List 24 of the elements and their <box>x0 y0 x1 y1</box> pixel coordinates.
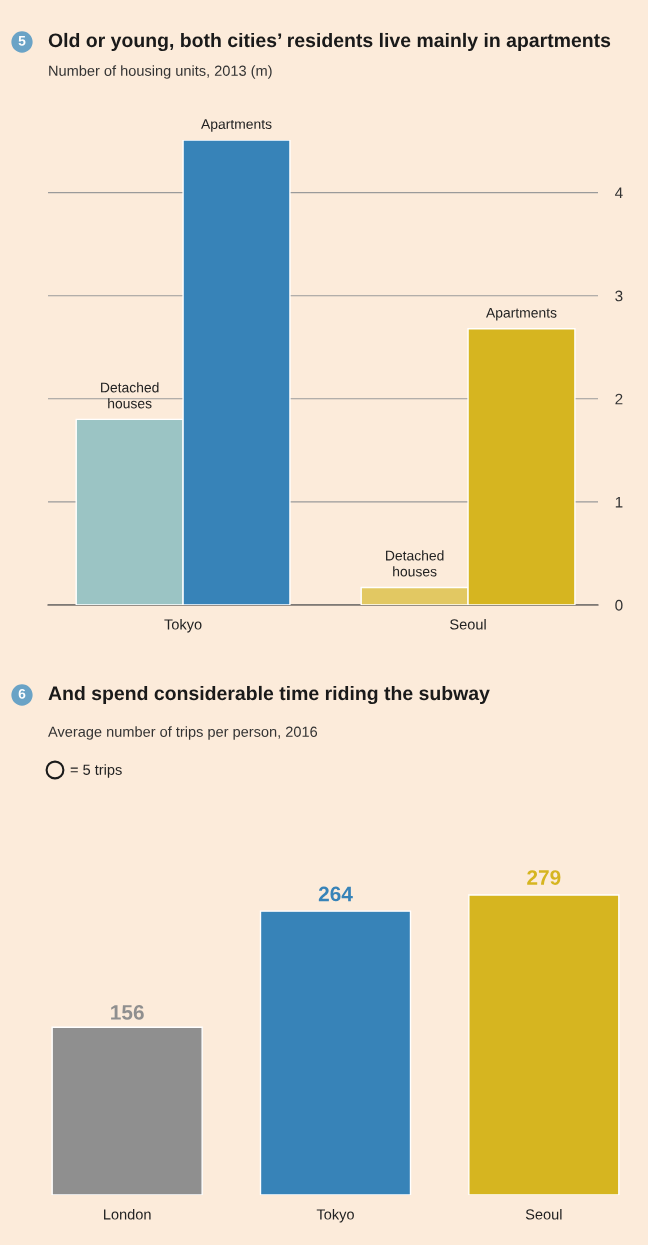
chart-title: Old or young, both cities’ residents live mainly in apartments <box>48 32 611 52</box>
text: Apartments <box>486 308 557 321</box>
y-tick-label: 0 <box>615 599 623 611</box>
text: 6 <box>18 688 26 699</box>
data-label: 264 <box>318 886 353 902</box>
x-tick-label: Tokyo <box>164 618 202 633</box>
x-tick-label: Tokyo <box>316 1208 354 1223</box>
y-tick-label: 3 <box>615 290 623 302</box>
chart-subtitle: Number of housing units, 2013 (m) <box>49 65 272 79</box>
chart-title: And spend considerable time riding the subway <box>48 685 490 705</box>
data-label: 279 <box>527 870 561 885</box>
text: 5 <box>18 36 26 46</box>
series-label: Apartments <box>201 119 272 132</box>
x-tick-label: London <box>104 1208 151 1220</box>
y-tick-label: 4 <box>615 187 623 199</box>
x-tick-label: Seoul <box>525 1208 562 1220</box>
data-label: 156 <box>111 1005 144 1020</box>
text: = 5 trips <box>70 764 122 778</box>
y-tick-label: 1 <box>615 496 623 508</box>
x-tick-label: Seoul <box>450 618 486 630</box>
chart-subtitle: Average number of trips per person, 2016 <box>48 726 318 740</box>
text: Detached houses <box>386 550 444 577</box>
y-tick-label: 2 <box>615 393 623 405</box>
series-label: Detached houses <box>101 382 159 409</box>
